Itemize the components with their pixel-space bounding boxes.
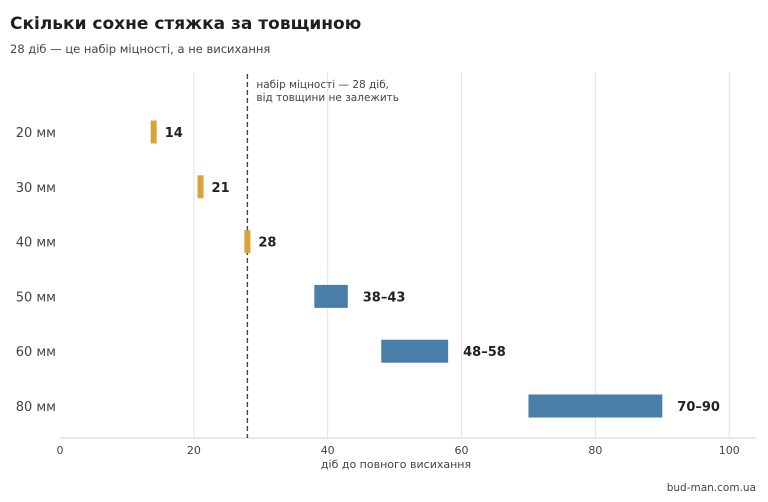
category-label-2: 30 мм [16,181,56,196]
x-tick-label-20: 20 [187,444,201,457]
value-label-2: 21 [212,181,230,196]
x-tick-label-0: 0 [57,444,64,457]
value-label-3: 28 [258,236,276,251]
x-tick-label-80: 80 [588,444,602,457]
value-label-6: 70–90 [677,400,720,415]
x-tick-label-100: 100 [719,444,740,457]
category-label-1: 20 мм [16,126,56,141]
bar-2 [197,175,204,199]
category-label-3: 40 мм [16,236,56,251]
bar-3 [244,230,251,254]
bar-1 [150,120,157,144]
value-label-1: 14 [165,126,183,141]
chart-subtitle: 28 діб — це набір міцності, а не висихан… [10,42,271,56]
bar-4 [314,284,348,308]
x-tick-label-60: 60 [455,444,469,457]
source-credit: bud-man.com.ua [666,482,756,494]
bar-5 [381,339,449,363]
chart-title: Скільки сохне стяжка за товщиною [10,14,362,34]
reference-annotation-line-1: набір міцності — 28 діб, [256,79,389,91]
value-label-4: 38–43 [363,290,406,305]
x-tick-label-40: 40 [321,444,335,457]
bar-6 [528,394,663,418]
x-axis-title: діб до повного висихання [321,458,471,471]
category-label-6: 80 мм [16,400,56,415]
category-label-5: 60 мм [16,345,56,360]
category-label-4: 50 мм [16,290,56,305]
reference-annotation-line-2: від товщини не залежить [256,92,399,104]
value-label-5: 48–58 [463,345,506,360]
